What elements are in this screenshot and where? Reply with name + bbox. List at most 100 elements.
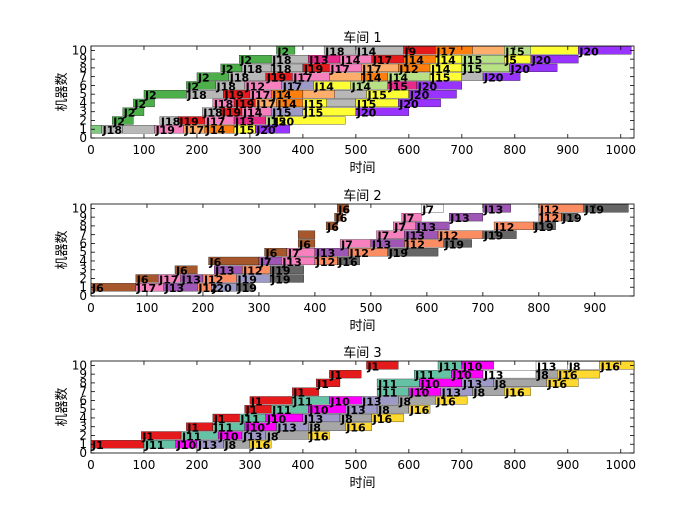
gantt-bar-label: J16 bbox=[345, 422, 366, 435]
gantt-bar-label: J16 bbox=[337, 256, 358, 269]
gantt-bar-label: J11 bbox=[213, 422, 233, 435]
gantt-bar-label: J14 bbox=[388, 72, 409, 85]
gantt-bar bbox=[415, 221, 450, 230]
axes-box bbox=[90, 45, 635, 139]
x-axis-label: 时间 bbox=[349, 161, 375, 176]
gantt-bar-label: J13 bbox=[361, 395, 381, 408]
gantt-bar-label: J18 bbox=[186, 89, 206, 102]
gantt-bar-label: J19 bbox=[237, 273, 257, 286]
gantt-bar-label: J14 bbox=[271, 89, 292, 102]
gantt-bar-label: J17 bbox=[250, 89, 270, 102]
gantt-bar bbox=[366, 361, 399, 370]
gantt-bar-label: J17 bbox=[255, 98, 275, 111]
gantt-bar-label: J7 bbox=[340, 238, 353, 251]
gantt-bar-label: J14 bbox=[430, 63, 451, 76]
gantt-bar-label: J16 bbox=[409, 404, 430, 417]
x-tick-label: 600 bbox=[415, 301, 438, 315]
gantt-bar-label: J12 bbox=[539, 212, 559, 225]
chart-title: 车间 3 bbox=[343, 345, 381, 361]
gantt-bar-label: J6 bbox=[326, 221, 339, 234]
gantt-bar-label: J13 bbox=[345, 404, 365, 417]
y-tick-label: 6 bbox=[79, 393, 87, 407]
gantt-bar-label: J6 bbox=[265, 247, 278, 260]
gantt-bar-label: J7 bbox=[287, 247, 300, 260]
gantt-bar-label: J20 bbox=[255, 124, 276, 137]
gantt-bar-label: J15 bbox=[266, 115, 286, 128]
gantt-bar-label: J17 bbox=[292, 72, 312, 85]
chart-title: 车间 1 bbox=[343, 30, 381, 46]
gantt-bar-label: J15 bbox=[234, 124, 254, 137]
y-axis-label: 机器数 bbox=[55, 387, 70, 426]
y-tick-label: 9 bbox=[79, 52, 87, 66]
gantt-bar-label: J14 bbox=[313, 80, 334, 93]
y-tick-label: 0 bbox=[79, 289, 87, 303]
gantt-bar-label: J19 bbox=[221, 107, 241, 120]
gantt-bar-label: J11 bbox=[239, 413, 259, 426]
y-tick-label: 0 bbox=[79, 131, 87, 145]
x-tick-label: 1000 bbox=[605, 458, 636, 472]
gantt-bar-label: J10 bbox=[409, 387, 430, 400]
gantt-bar bbox=[398, 98, 441, 108]
gantt-bar-label: J2 bbox=[186, 80, 199, 93]
gantt-bar-label: J17 bbox=[372, 54, 392, 67]
gantt-bar bbox=[509, 63, 558, 72]
gantt-bar-label: J7 bbox=[259, 256, 272, 269]
gantt-bar-label: J12 bbox=[438, 230, 458, 243]
gantt-bar bbox=[583, 204, 629, 213]
gantt-bar bbox=[355, 107, 410, 116]
gantt-bar-label: J14 bbox=[205, 124, 226, 137]
gantt-bar-label: J2 bbox=[144, 89, 157, 102]
gantt-bar-label: J8 bbox=[377, 404, 390, 417]
x-tick-label: 400 bbox=[291, 458, 314, 472]
gantt-bar bbox=[408, 405, 431, 414]
gantt-bar bbox=[387, 248, 439, 257]
gantt-bar-label: J6 bbox=[91, 282, 104, 295]
gantt-bar bbox=[482, 204, 511, 213]
gantt-bar-label: J1 bbox=[91, 439, 104, 452]
gantt-bar-label: J8 bbox=[472, 387, 485, 400]
gantt-bar bbox=[449, 213, 484, 222]
x-tick-label: 0 bbox=[87, 301, 95, 315]
gantt-bar-label: J8 bbox=[568, 360, 581, 373]
gantt-bar-label: J1 bbox=[292, 387, 305, 400]
y-tick-label: 10 bbox=[72, 201, 87, 215]
gantt-bar-label: J20 bbox=[211, 282, 232, 295]
gantt-bar-label: J15 bbox=[356, 98, 376, 111]
gantt-bar-label: J12 bbox=[539, 203, 559, 216]
gantt-bar-label: J20 bbox=[578, 45, 599, 58]
gantt-bar-label: J13 bbox=[416, 221, 436, 234]
gantt-bar-label: J12 bbox=[315, 256, 335, 269]
gantt-bar-label: J18 bbox=[202, 107, 222, 120]
gantt-bar bbox=[530, 46, 579, 55]
y-tick-label: 7 bbox=[79, 70, 87, 84]
gantt-bar bbox=[334, 213, 344, 222]
gantt-bar bbox=[297, 239, 316, 248]
gantt-bar-label: J13 bbox=[462, 378, 482, 391]
gantt-bar bbox=[329, 370, 362, 379]
gantt-bar-label: J10 bbox=[329, 395, 350, 408]
axes-box bbox=[90, 203, 635, 297]
gantt-bar-label: J1 bbox=[316, 378, 329, 391]
gantt-bar-label: J18 bbox=[324, 45, 344, 58]
y-axis-label: 机器数 bbox=[55, 72, 70, 111]
gantt-bar-label: J6 bbox=[136, 273, 149, 286]
gantt-bar-label: J19 bbox=[483, 230, 503, 243]
gantt-bar-label: J12 bbox=[203, 273, 223, 286]
gantt-bar bbox=[297, 230, 316, 239]
y-tick-label: 10 bbox=[72, 43, 87, 57]
gantt-bar-label: J7 bbox=[421, 203, 434, 216]
gantt-bar-label: J15 bbox=[462, 54, 482, 67]
gantt-bar-label: J19 bbox=[223, 89, 243, 102]
y-tick-label: 9 bbox=[79, 210, 87, 224]
gantt-bar-label: J2 bbox=[123, 107, 136, 120]
x-tick-label: 300 bbox=[238, 143, 261, 157]
gantt-bar-label: J2 bbox=[239, 54, 252, 67]
gantt-bar-label: J15 bbox=[366, 89, 386, 102]
gantt-bar bbox=[269, 274, 304, 283]
gantt-bar-label: J7 bbox=[402, 212, 415, 225]
gantt-bar bbox=[337, 256, 360, 266]
x-tick-label: 200 bbox=[192, 301, 215, 315]
gantt-bar-label: J17 bbox=[282, 80, 302, 93]
gantt-bar-label: J2 bbox=[112, 115, 125, 128]
gantt-bar bbox=[482, 72, 521, 81]
